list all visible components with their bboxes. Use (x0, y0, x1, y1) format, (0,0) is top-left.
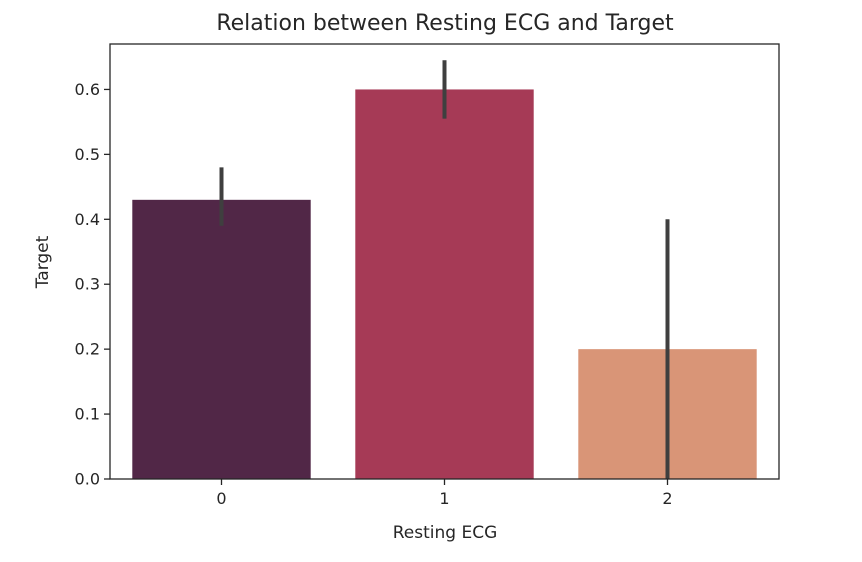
y-tick-label: 0.2 (75, 340, 100, 359)
x-axis: 0 1 2 (216, 479, 673, 508)
x-tick-label-2: 2 (662, 489, 672, 508)
bar-1 (355, 89, 534, 480)
bars-layer (132, 89, 757, 480)
y-tick-label: 0.1 (75, 405, 100, 424)
x-tick-label-0: 0 (216, 489, 226, 508)
chart-title: Relation between Resting ECG and Target (216, 11, 674, 36)
y-axis: 0.0 0.1 0.2 0.3 0.4 0.5 0.6 (75, 80, 110, 489)
y-tick-label: 0.0 (75, 470, 100, 489)
y-tick-label: 0.5 (75, 145, 100, 164)
x-axis-label: Resting ECG (393, 523, 498, 543)
y-axis-label: Target (33, 235, 53, 289)
bar-0 (132, 199, 311, 479)
x-tick-label-1: 1 (439, 489, 449, 508)
error-bars-layer (219, 60, 670, 479)
y-tick-label: 0.6 (75, 80, 100, 99)
y-tick-label: 0.4 (75, 210, 100, 229)
y-tick-label: 0.3 (75, 275, 100, 294)
